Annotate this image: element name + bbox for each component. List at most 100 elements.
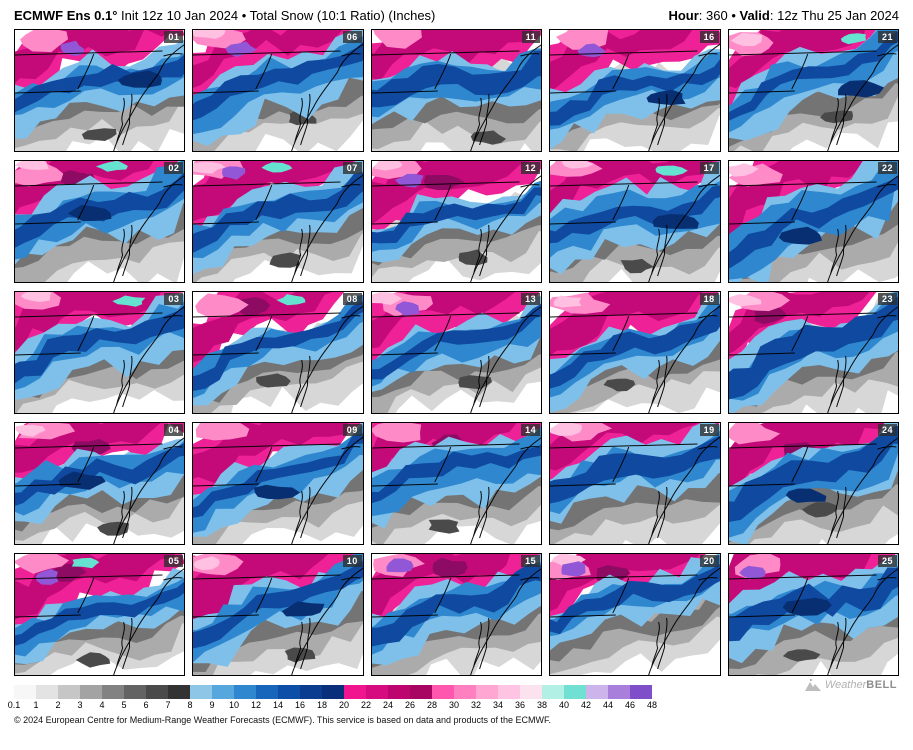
colorbar-tick-label: 1 bbox=[33, 699, 39, 710]
member-number-label: 25 bbox=[877, 554, 897, 567]
ensemble-panel: 08 bbox=[192, 290, 364, 414]
ensemble-map bbox=[193, 291, 363, 413]
colorbar-segment bbox=[564, 684, 586, 699]
map-borders bbox=[15, 174, 185, 282]
ensemble-map bbox=[550, 160, 720, 282]
ensemble-map bbox=[728, 29, 898, 151]
colorbar-tick-label: 40 bbox=[558, 699, 570, 710]
map-borders bbox=[371, 174, 542, 282]
colorbar-segment bbox=[102, 684, 124, 699]
colorbar-segment bbox=[586, 684, 608, 699]
ensemble-panel: 24 bbox=[727, 421, 899, 545]
ensemble-map bbox=[550, 291, 720, 413]
valid-value: : 12z Thu 25 Jan 2024 bbox=[769, 8, 899, 23]
colorbar-tick-label: 3 bbox=[77, 699, 83, 710]
colorbar-tick-label: 32 bbox=[470, 699, 482, 710]
ensemble-panel: 09 bbox=[192, 421, 364, 545]
colorbar-segment bbox=[388, 684, 410, 699]
colorbar-tick-label: 9 bbox=[209, 699, 215, 710]
colorbar-tick-label: 26 bbox=[404, 699, 416, 710]
ensemble-panel: 05 bbox=[14, 552, 186, 676]
hour-label: Hour bbox=[668, 8, 699, 23]
ensemble-map bbox=[550, 422, 720, 544]
colorbar-tick-label: 20 bbox=[338, 699, 350, 710]
colorbar: 0.1 1 2 3 4 5 6 7 8 9 10 12 14 16 18 20 22 24 26 28 30 32 34 36… bbox=[8, 684, 899, 711]
ensemble-panel: 02 bbox=[14, 159, 186, 283]
ensemble-panel: 21 bbox=[727, 28, 899, 152]
ensemble-map bbox=[193, 29, 363, 151]
ensemble-map bbox=[371, 553, 542, 675]
map-borders bbox=[728, 174, 898, 282]
chart-title: ECMWF Ens 0.1° Init 12z 10 Jan 2024 • To… bbox=[14, 8, 435, 24]
ensemble-panel: 19 bbox=[549, 421, 721, 545]
colorbar-tick-label: 7 bbox=[165, 699, 171, 710]
member-number-label: 09 bbox=[342, 423, 362, 436]
ensemble-map bbox=[728, 422, 898, 544]
ensemble-map bbox=[728, 291, 898, 413]
ensemble-panel: 23 bbox=[727, 290, 899, 414]
colorbar-tick-label: 16 bbox=[294, 699, 306, 710]
member-number-label: 11 bbox=[521, 30, 541, 43]
map-borders bbox=[193, 174, 363, 282]
logo-text-bell: BELL bbox=[866, 679, 897, 692]
colorbar-segment bbox=[256, 684, 278, 699]
member-number-label: 07 bbox=[342, 161, 362, 174]
colorbar-segment bbox=[234, 684, 256, 699]
ensemble-panel: 01 bbox=[14, 28, 186, 152]
copyright-text: © 2024 European Centre for Medium-Range … bbox=[14, 714, 552, 725]
colorbar-segment bbox=[410, 684, 432, 699]
member-number-label: 22 bbox=[877, 161, 897, 174]
member-number-label: 20 bbox=[699, 554, 719, 567]
map-borders bbox=[550, 436, 720, 544]
colorbar-tick-label: 48 bbox=[646, 699, 658, 710]
map-borders bbox=[371, 43, 542, 151]
hour-value: : 360 • bbox=[698, 8, 740, 23]
colorbar-segment bbox=[58, 684, 80, 699]
colorbar-tick-label: 24 bbox=[382, 699, 394, 710]
map-borders bbox=[550, 567, 720, 675]
member-number-label: 15 bbox=[521, 554, 541, 567]
ensemble-map bbox=[15, 29, 185, 151]
ensemble-map bbox=[371, 160, 542, 282]
member-number-label: 21 bbox=[877, 30, 897, 43]
colorbar-segment bbox=[608, 684, 630, 699]
ensemble-map bbox=[371, 29, 542, 151]
valid-info: Hour: 360 • Valid: 12z Thu 25 Jan 2024 bbox=[668, 8, 899, 24]
member-number-label: 16 bbox=[699, 30, 719, 43]
ensemble-map bbox=[371, 422, 542, 544]
member-number-label: 02 bbox=[164, 161, 184, 174]
member-number-label: 01 bbox=[164, 30, 184, 43]
ensemble-panel: 14 bbox=[370, 421, 543, 545]
ensemble-map bbox=[193, 422, 363, 544]
ensemble-map bbox=[15, 160, 185, 282]
member-number-label: 24 bbox=[877, 423, 897, 436]
map-borders bbox=[193, 305, 363, 413]
init-product-text: Init 12z 10 Jan 2024 • Total Snow (10:1 … bbox=[117, 8, 436, 23]
ensemble-map bbox=[550, 29, 720, 151]
ensemble-panel: 17 bbox=[549, 159, 721, 283]
map-borders bbox=[728, 305, 898, 413]
ensemble-panel: 04 bbox=[14, 421, 186, 545]
ensemble-panel: 18 bbox=[549, 290, 721, 414]
map-borders bbox=[371, 305, 542, 413]
map-borders bbox=[371, 567, 542, 675]
weatherbell-logo: WeatherBELL bbox=[804, 678, 897, 692]
colorbar-tick-label: 8 bbox=[187, 699, 193, 710]
valid-label: Valid bbox=[739, 8, 770, 23]
ensemble-map bbox=[550, 553, 720, 675]
colorbar-tick-label: 2 bbox=[55, 699, 61, 710]
colorbar-tick-label: 0.1 bbox=[7, 699, 21, 710]
map-borders bbox=[193, 567, 363, 675]
colorbar-tick-label: 18 bbox=[316, 699, 328, 710]
map-borders bbox=[15, 567, 185, 675]
colorbar-tick-label: 12 bbox=[250, 699, 262, 710]
colorbar-tick-label: 42 bbox=[580, 699, 592, 710]
ensemble-panel: 16 bbox=[549, 28, 721, 152]
member-number-label: 05 bbox=[164, 554, 184, 567]
footer: © 2024 European Centre for Medium-Range … bbox=[14, 715, 899, 725]
colorbar-segment bbox=[14, 684, 36, 699]
colorbar-segment bbox=[300, 684, 322, 699]
map-borders bbox=[550, 174, 720, 282]
ensemble-map bbox=[371, 291, 542, 413]
